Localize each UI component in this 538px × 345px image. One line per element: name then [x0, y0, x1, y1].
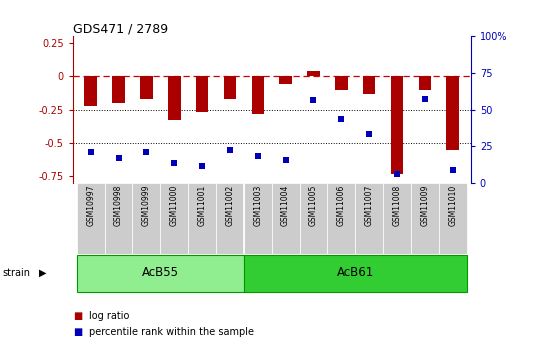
Bar	[132, 183, 160, 254]
Bar	[112, 76, 125, 103]
Text: ■: ■	[73, 327, 82, 337]
Bar	[251, 76, 264, 114]
Text: GSM11006: GSM11006	[337, 185, 346, 226]
Text: AcB55: AcB55	[142, 266, 179, 279]
Bar	[196, 76, 208, 112]
Text: GSM11004: GSM11004	[281, 185, 290, 226]
Text: GSM11002: GSM11002	[225, 185, 235, 226]
Bar	[391, 76, 404, 174]
Text: AcB61: AcB61	[337, 266, 374, 279]
Bar	[77, 183, 105, 254]
Text: GSM11000: GSM11000	[170, 185, 179, 226]
Text: GSM11007: GSM11007	[365, 185, 373, 226]
Bar	[411, 183, 438, 254]
Bar	[244, 255, 466, 292]
Text: ■: ■	[73, 311, 82, 321]
Bar	[363, 76, 376, 93]
Text: ▶: ▶	[39, 268, 47, 278]
Text: GSM11005: GSM11005	[309, 185, 318, 226]
Bar	[355, 183, 383, 254]
Bar	[140, 76, 153, 99]
Bar	[244, 183, 272, 254]
Bar	[188, 183, 216, 254]
Text: GSM10997: GSM10997	[86, 185, 95, 226]
Bar	[307, 71, 320, 76]
Bar	[105, 183, 132, 254]
Bar	[84, 76, 97, 106]
Bar	[300, 183, 327, 254]
Text: GSM11008: GSM11008	[393, 185, 401, 226]
Text: GSM10999: GSM10999	[142, 185, 151, 226]
Text: log ratio: log ratio	[89, 311, 129, 321]
Text: percentile rank within the sample: percentile rank within the sample	[89, 327, 254, 337]
Bar	[272, 183, 300, 254]
Text: GSM11003: GSM11003	[253, 185, 262, 226]
Bar	[77, 255, 244, 292]
Text: GSM10998: GSM10998	[114, 185, 123, 226]
Text: strain: strain	[3, 268, 31, 278]
Bar	[216, 183, 244, 254]
Bar	[168, 76, 181, 120]
Bar	[438, 183, 466, 254]
Text: GSM11009: GSM11009	[420, 185, 429, 226]
Bar	[335, 76, 348, 90]
Text: GSM11010: GSM11010	[448, 185, 457, 226]
Bar	[327, 183, 355, 254]
Bar	[224, 76, 236, 99]
Bar	[419, 76, 431, 90]
Bar	[160, 183, 188, 254]
Bar	[383, 183, 411, 254]
Bar	[447, 76, 459, 149]
Bar	[279, 76, 292, 84]
Text: GDS471 / 2789: GDS471 / 2789	[73, 22, 168, 36]
Text: GSM11001: GSM11001	[197, 185, 207, 226]
